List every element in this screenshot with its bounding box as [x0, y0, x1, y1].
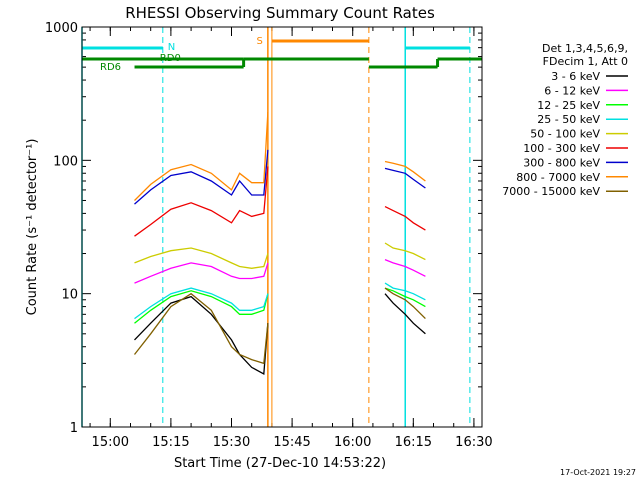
rd0-label: RD0: [160, 53, 181, 64]
series-line-4-segment-0: [134, 247, 269, 269]
series-line-8-segment-0: [133, 292, 269, 365]
x-tick-label: 16:00: [334, 435, 371, 450]
legend-label-8: 7000 - 15000 keV: [502, 185, 600, 198]
legend-header-line-1: Det 1,3,4,5,6,9,: [542, 42, 628, 55]
series-line-2-segment-1: [384, 287, 426, 308]
series-line-0-segment-0: [134, 295, 269, 375]
series-line-4-segment-1: [384, 242, 426, 261]
x-tick-label: 15:15: [152, 435, 189, 450]
legend-label-0: 3 - 6 keV: [551, 70, 600, 83]
series-line-6-segment-0: [134, 149, 269, 205]
chart-title: RHESSI Observing Summary Count Rates: [125, 4, 435, 22]
legend: Det 1,3,4,5,6,9,FDecim 1, Att 0 3 - 6 keV…: [502, 42, 628, 198]
series-line-6-segment-1: [384, 167, 426, 189]
y-axis-label: Count Rate (s⁻¹ detector⁻¹): [25, 139, 40, 316]
y-tick-label: 1000: [45, 21, 78, 36]
x-tick-label: 15:30: [213, 435, 250, 450]
axis-ticks: 15:00 15:15 15:30 15:45 16:00 16:15 16:30 1 10 10…: [45, 21, 493, 450]
legend-label-3: 25 - 50 keV: [537, 113, 600, 126]
x-axis-label: Start Time (27-Dec-10 14:53:22): [174, 456, 386, 471]
series-line-1-segment-0: [134, 262, 269, 284]
rd6-label: RD6: [100, 62, 121, 73]
series-lines: [133, 112, 426, 375]
saa-label: S: [256, 36, 262, 47]
y-tick-label: 100: [53, 154, 78, 169]
x-tick-label: 16:30: [455, 435, 492, 450]
night-label: N: [168, 42, 175, 53]
legend-label-4: 50 - 100 keV: [530, 128, 600, 141]
x-tick-label: 15:45: [273, 435, 310, 450]
series-line-2-segment-0: [134, 290, 269, 324]
series-line-3-segment-1: [384, 282, 426, 301]
legend-label-1: 6 - 12 keV: [544, 84, 600, 97]
plot-frame: [81, 26, 483, 428]
series-line-7-segment-0: [134, 112, 269, 201]
x-tick-label: 15:00: [92, 435, 129, 450]
legend-label-7: 800 - 7000 keV: [516, 171, 600, 184]
series-line-7-segment-1: [384, 160, 426, 182]
series-line-5-segment-1: [384, 206, 426, 231]
legend-label-2: 12 - 25 keV: [537, 99, 600, 112]
series-line-5-segment-0: [134, 166, 269, 237]
series-line-1-segment-1: [384, 258, 426, 277]
mode-markers: N S RD0 RD6: [81, 27, 482, 427]
legend-label-6: 300 - 800 keV: [523, 156, 600, 169]
series-line-3-segment-0: [134, 287, 269, 320]
timestamp: 17-Oct-2021 19:27: [560, 468, 636, 477]
y-tick-label: 1: [70, 421, 78, 436]
x-tick-label: 16:15: [395, 435, 432, 450]
series-line-8-segment-1: [384, 287, 426, 320]
legend-header-line-2: FDecim 1, Att 0: [543, 55, 628, 68]
y-tick-label: 10: [61, 288, 78, 303]
series-line-0-segment-1: [384, 293, 426, 335]
legend-label-5: 100 - 300 keV: [523, 142, 600, 155]
